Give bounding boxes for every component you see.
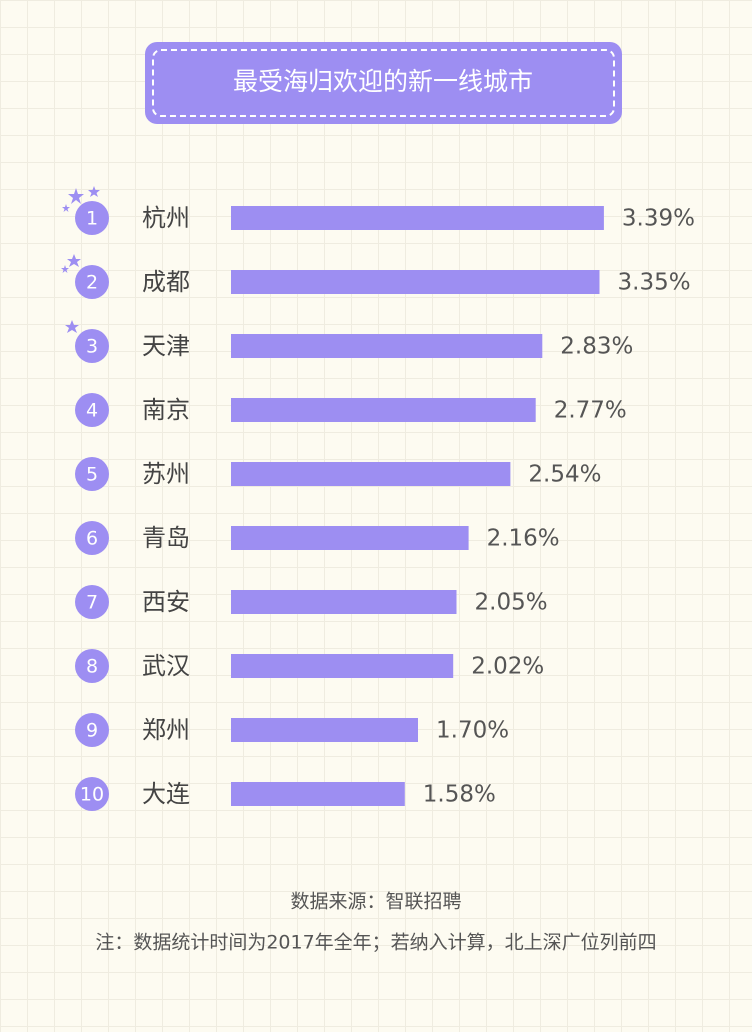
value-label: 3.35% [618, 270, 691, 296]
value-label: 1.70% [436, 718, 509, 744]
rank-badge [75, 777, 109, 811]
rank-label: 10 [80, 784, 104, 806]
rank-label: 9 [86, 720, 98, 742]
rank-badge [75, 713, 109, 747]
rank-badge [75, 585, 109, 619]
star [88, 186, 100, 197]
bar [231, 462, 511, 486]
bar [231, 270, 600, 294]
rank-badge [75, 329, 109, 363]
bar [231, 718, 418, 742]
value-label: 1.58% [423, 782, 496, 808]
rank-label: 2 [86, 272, 98, 294]
bar [231, 782, 405, 806]
category-label: 杭州 [142, 204, 190, 232]
stars [61, 186, 100, 333]
star [68, 188, 84, 204]
rank-label: 1 [86, 208, 98, 230]
category-label: 郑州 [142, 716, 190, 744]
star [65, 320, 79, 333]
rank-badge [75, 265, 109, 299]
category-label: 苏州 [142, 460, 190, 488]
rank-badge [75, 457, 109, 491]
category-label: 武汉 [142, 652, 190, 680]
value-label: 2.54% [528, 462, 601, 488]
value-label: 3.39% [622, 206, 695, 232]
rank-label: 3 [86, 336, 98, 358]
star [62, 204, 70, 212]
category-label: 南京 [142, 396, 190, 424]
rank-label: 8 [86, 656, 98, 678]
bar [231, 334, 543, 358]
rank-badge [75, 201, 109, 235]
category-label: 天津 [142, 332, 190, 360]
note: 注：数据统计时间为2017年全年；若纳入计算，北上深广位列前四 [95, 932, 656, 954]
category-label: 成都 [142, 268, 190, 296]
rank-label: 4 [86, 400, 98, 422]
rank-badge [75, 649, 109, 683]
star [67, 254, 81, 267]
category-label: 青岛 [142, 524, 190, 552]
bar [231, 526, 469, 550]
title-border [152, 49, 615, 117]
category-label: 大连 [142, 780, 190, 808]
value-label: 2.83% [560, 334, 633, 360]
rank-badge [75, 393, 109, 427]
bar [231, 398, 536, 422]
chart-title: 最受海归欢迎的新一线城市 [233, 67, 533, 96]
source: 数据来源：智联招聘 [290, 891, 461, 913]
value-label: 2.16% [487, 526, 560, 552]
rank-label: 5 [86, 464, 98, 486]
rank-label: 7 [86, 592, 98, 614]
star [61, 265, 69, 273]
category-label: 西安 [142, 588, 190, 616]
value-label: 2.05% [475, 590, 548, 616]
bar [231, 590, 457, 614]
title-box [145, 42, 622, 124]
value-label: 2.02% [471, 654, 544, 680]
bar [231, 206, 604, 230]
bar [231, 654, 454, 678]
value-label: 2.77% [554, 398, 627, 424]
rank-label: 6 [86, 528, 98, 550]
rank-badge [75, 521, 109, 555]
